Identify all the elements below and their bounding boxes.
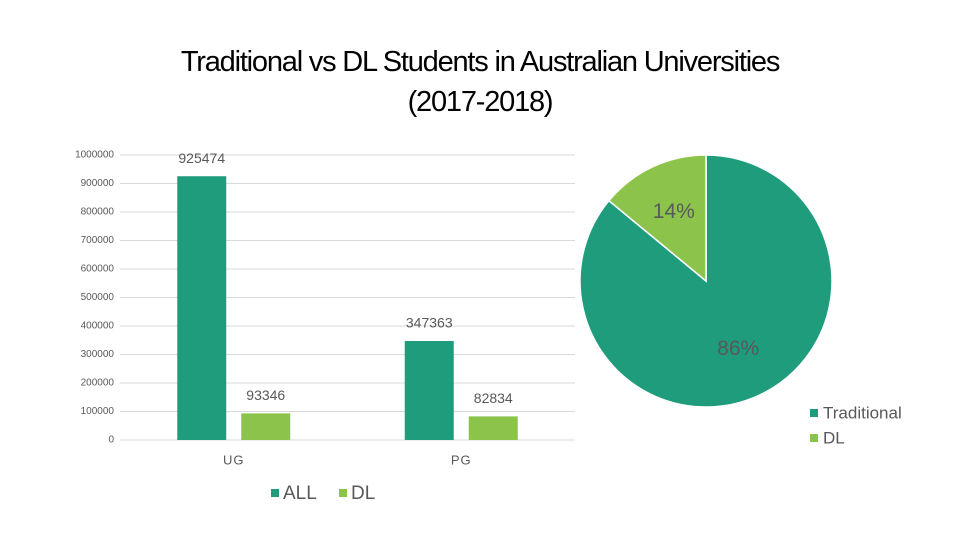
slice-label: 14%: [653, 200, 695, 223]
data-label: 347363: [406, 315, 453, 331]
bar: [241, 413, 291, 440]
bar: [468, 416, 518, 440]
data-label: 925474: [178, 150, 225, 166]
legend-swatch: [271, 489, 279, 497]
y-tick-label: 700000: [81, 235, 115, 246]
data-label: 93346: [246, 387, 285, 403]
y-tick-label: 1000000: [75, 150, 114, 161]
slice-label: 86%: [717, 337, 759, 360]
y-tick-label: 100000: [81, 406, 115, 417]
legend-swatch: [339, 489, 347, 497]
y-tick-label: 400000: [81, 321, 115, 332]
bar: [404, 341, 454, 440]
legend-swatch: [810, 434, 818, 442]
x-tick-label: PG: [451, 452, 472, 467]
y-tick-label: 600000: [81, 264, 115, 275]
y-tick-label: 0: [108, 435, 114, 446]
legend-label: DL: [823, 428, 845, 447]
data-label: 82834: [474, 390, 513, 406]
pie-slice: [607, 154, 707, 283]
slide-title: Traditional vs DL Students in Australian…: [181, 46, 780, 118]
legend-label: ALL: [283, 483, 317, 504]
legend-swatch: [810, 409, 818, 417]
x-tick-label: UG: [223, 452, 245, 467]
legend-label: DL: [351, 483, 375, 504]
y-tick-label: 900000: [81, 178, 115, 189]
y-tick-label: 200000: [81, 378, 115, 389]
y-tick-label: 800000: [81, 207, 115, 218]
legend-label: Traditional: [823, 403, 902, 422]
y-tick-label: 300000: [81, 349, 115, 360]
bar: [177, 176, 227, 440]
y-tick-label: 500000: [81, 292, 115, 303]
